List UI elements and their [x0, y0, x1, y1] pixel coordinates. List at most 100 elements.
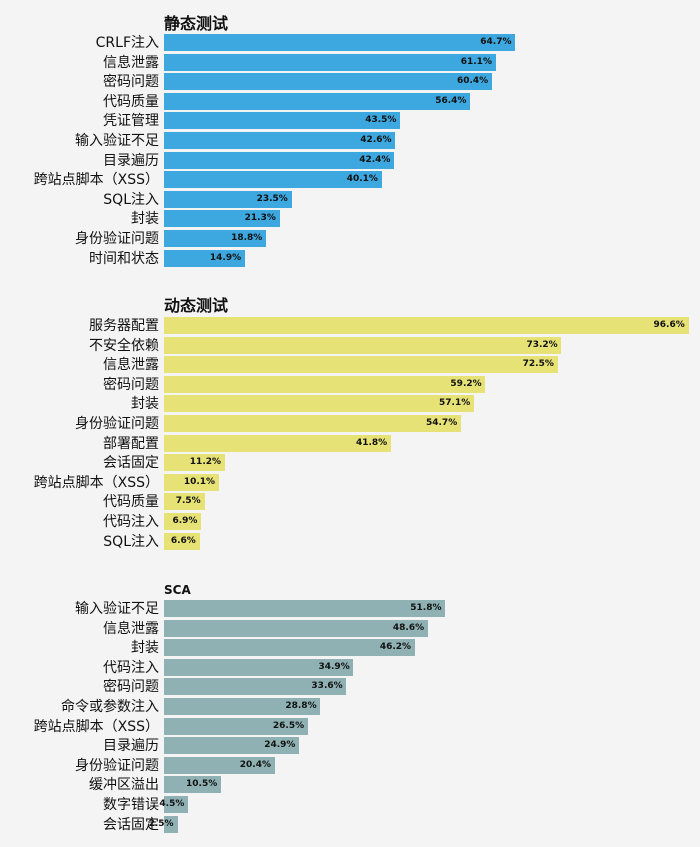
- dynamic-bar: [164, 317, 689, 334]
- static-value-label: 61.1%: [460, 56, 492, 67]
- dynamic-bar: [164, 493, 205, 511]
- sca-value-label: 51.8%: [410, 603, 442, 613]
- sca-bar: [164, 678, 347, 696]
- static-bar: [164, 73, 492, 91]
- sca-category-label: 缓冲区溢出: [89, 777, 159, 794]
- static-category-label: 信息泄露: [103, 54, 159, 71]
- sca-value-label: 33.6%: [311, 681, 343, 692]
- static-category-label: 输入验证不足: [75, 133, 159, 149]
- dynamic-value-label: 6.9%: [172, 516, 198, 526]
- sca-value-label: 46.2%: [379, 642, 412, 653]
- sca-bar: [164, 815, 178, 833]
- static-bar: [164, 53, 496, 71]
- dynamic-category-label: 封装: [131, 396, 159, 413]
- static-bar: [164, 151, 395, 169]
- sca-category-label: 代码注入: [103, 659, 159, 676]
- sca-value-label: 10.5%: [186, 779, 218, 790]
- sca-category-label: 跨站点脚本（XSS）: [33, 718, 159, 735]
- static-bar: [164, 171, 382, 189]
- dynamic-category-label: 密码问题: [103, 376, 159, 393]
- dynamic-bar: [164, 513, 202, 530]
- static-value-label: 42.4%: [359, 154, 391, 165]
- sca-category-label: 命令或参数注入: [61, 699, 159, 715]
- static-value-label: 18.8%: [231, 233, 263, 243]
- sca-bar: [164, 717, 308, 735]
- static-category-label: CRLF注入: [95, 35, 159, 51]
- sca-category-label: 身份验证问题: [75, 757, 159, 774]
- sca-category-label: 密码问题: [103, 679, 159, 696]
- static-bar: [164, 34, 516, 51]
- sca-bar: [164, 600, 446, 617]
- dynamic-category-label: 代码质量: [103, 494, 159, 511]
- static-category-label: 封装: [131, 211, 159, 228]
- sca-value-label: 28.8%: [285, 701, 317, 711]
- static-test-title: 静态测试: [164, 14, 229, 33]
- static-value-label: 14.9%: [209, 252, 242, 263]
- sca-bar: [164, 619, 428, 637]
- dynamic-value-label: 7.5%: [175, 496, 201, 507]
- sca-bar: [164, 639, 415, 657]
- dynamic-category-label: 会话固定: [103, 455, 159, 472]
- sca-value-label: 2.5%: [148, 818, 174, 829]
- sca-value-label: 4.5%: [159, 799, 185, 809]
- sca-bar: [164, 796, 189, 813]
- dynamic-bar: [164, 415, 461, 432]
- static-category-label: SQL注入: [103, 191, 159, 208]
- static-bar: [164, 112, 401, 130]
- sca-category-label: 目录遍历: [103, 738, 159, 755]
- dynamic-value-label: 72.5%: [522, 359, 554, 370]
- sca-value-label: 34.9%: [318, 661, 350, 672]
- sca-value-label: 26.5%: [272, 720, 305, 731]
- dynamic-bar: [164, 454, 225, 472]
- static-bar: [164, 190, 292, 208]
- dynamic-category-label: SQL注入: [103, 533, 159, 550]
- static-value-label: 60.4%: [456, 76, 489, 87]
- static-bar: [164, 230, 267, 247]
- sca-bar: [164, 776, 221, 794]
- sca-category-label: 会话固定: [103, 816, 159, 833]
- static-value-label: 21.3%: [244, 213, 276, 224]
- static-value-label: 40.1%: [346, 174, 378, 185]
- dynamic-bar: [164, 356, 558, 374]
- static-category-label: 目录遍历: [103, 152, 159, 169]
- sca-value-label: 48.6%: [392, 622, 425, 633]
- dynamic-category-label: 信息泄露: [103, 357, 159, 374]
- dynamic-category-label: 服务器配置: [89, 318, 159, 334]
- static-category-label: 身份验证问题: [75, 231, 159, 247]
- static-category-label: 跨站点脚本（XSS）: [33, 172, 159, 189]
- static-category-label: 代码质量: [103, 93, 159, 110]
- dynamic-bar: [164, 434, 391, 452]
- static-bar: [164, 92, 471, 110]
- dynamic-value-label: 11.2%: [189, 457, 222, 468]
- sca-category-label: 数字错误: [103, 797, 159, 813]
- sca-category-label: 信息泄露: [103, 620, 159, 637]
- dynamic-value-label: 59.2%: [450, 378, 482, 389]
- dynamic-bar: [164, 336, 562, 354]
- static-bar: [164, 132, 396, 149]
- dynamic-value-label: 54.7%: [425, 418, 458, 428]
- static-bar: [164, 249, 245, 267]
- sca-bar: [164, 756, 275, 774]
- static-category-label: 凭证管理: [103, 113, 159, 130]
- dynamic-value-label: 6.6%: [170, 535, 196, 546]
- dynamic-bar: [164, 375, 486, 393]
- static-value-label: 43.5%: [365, 115, 397, 126]
- sca-bar: [164, 698, 321, 715]
- dynamic-category-label: 不安全依赖: [89, 337, 159, 354]
- dynamic-category-label: 部署配置: [103, 435, 159, 452]
- static-value-label: 42.6%: [360, 135, 392, 145]
- sca-title: SCA: [164, 583, 191, 597]
- dynamic-category-label: 代码注入: [103, 514, 159, 530]
- dynamic-value-label: 41.8%: [355, 437, 388, 448]
- static-value-label: 23.5%: [256, 193, 288, 204]
- sca-category-label: 封装: [131, 640, 159, 657]
- dynamic-bar: [164, 473, 219, 491]
- dynamic-category-label: 身份验证问题: [75, 416, 159, 432]
- sca-value-label: 20.4%: [239, 759, 271, 770]
- sca-bar: [164, 658, 354, 676]
- static-bar: [164, 210, 280, 228]
- dynamic-category-label: 跨站点脚本（XSS）: [33, 474, 159, 491]
- sca-bar: [164, 737, 300, 755]
- dynamic-value-label: 10.1%: [183, 476, 216, 487]
